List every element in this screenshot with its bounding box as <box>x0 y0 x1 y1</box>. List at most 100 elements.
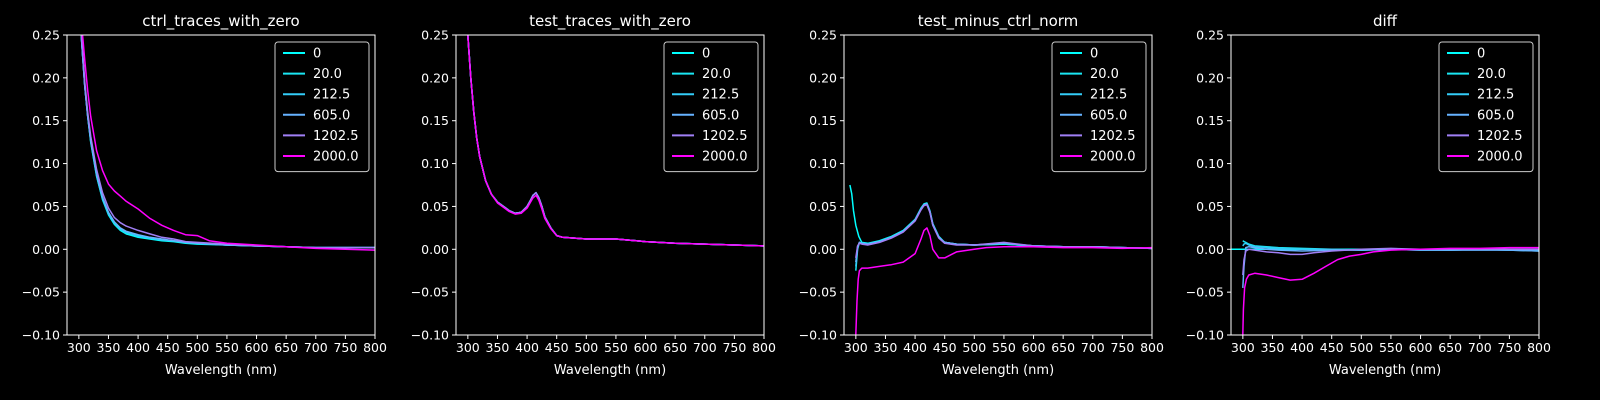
x-tick-label: 450 <box>156 340 180 355</box>
x-tick-label: 450 <box>1320 340 1344 355</box>
x-axis-label: Wavelength (nm) <box>554 363 666 378</box>
x-tick-label: 600 <box>245 340 269 355</box>
x-tick-label: 750 <box>722 340 746 355</box>
series-line-2000.0 <box>855 227 1152 335</box>
x-tick-label: 500 <box>962 340 986 355</box>
legend: 0 20.0 212.5 605.0 1202.5 2000.0 <box>1438 41 1534 173</box>
x-tick-label: 700 <box>304 340 328 355</box>
legend-label: 212.5 <box>313 88 350 103</box>
legend-label: 605.0 <box>1090 108 1127 123</box>
legend-label: 20.0 <box>1090 67 1119 82</box>
y-tick-label: 0.20 <box>809 70 837 85</box>
y-tick-label: 0.20 <box>421 70 449 85</box>
legend-label: 605.0 <box>1477 108 1514 123</box>
legend-label: 20.0 <box>1477 67 1506 82</box>
y-tick-label: 0.15 <box>32 113 60 128</box>
plot-frame <box>455 34 765 336</box>
y-tick-label: −0.05 <box>411 285 449 300</box>
chart-panel-2: test_minus_ctrl_norm 300 350 400 450 500 550 60… <box>799 12 1164 378</box>
y-tick-label: 0.00 <box>809 242 837 257</box>
legend: 0 20.0 212.5 605.0 1202.5 2000.0 <box>1051 41 1147 173</box>
legend-label: 605.0 <box>702 108 739 123</box>
x-tick-label: 800 <box>1140 340 1164 355</box>
legend-label: 0 <box>702 47 710 62</box>
legend-label: 1202.5 <box>1090 129 1136 144</box>
plot-frame <box>1230 34 1540 336</box>
x-tick-label: 450 <box>933 340 957 355</box>
y-tick-label: 0.10 <box>32 156 60 171</box>
y-tick-label: 0.15 <box>809 113 837 128</box>
y-tick-label: 0.10 <box>1196 156 1224 171</box>
x-tick-label: 300 <box>67 340 91 355</box>
x-tick-label: 500 <box>185 340 209 355</box>
y-tick-label: 0.25 <box>32 28 60 43</box>
y-tick-label: −0.10 <box>799 328 837 343</box>
legend: 0 20.0 212.5 605.0 1202.5 2000.0 <box>663 41 759 173</box>
x-tick-label: 600 <box>1409 340 1433 355</box>
legend-label: 212.5 <box>1090 88 1127 103</box>
x-tick-label: 600 <box>634 340 658 355</box>
y-tick-label: 0.20 <box>32 70 60 85</box>
x-tick-label: 750 <box>333 340 357 355</box>
chart-panel-0: ctrl_traces_with_zero 300 350 400 450 500 550 6… <box>22 12 387 378</box>
y-tick-label: 0.25 <box>1196 28 1224 43</box>
x-tick-label: 800 <box>1527 340 1551 355</box>
legend-label: 605.0 <box>313 108 350 123</box>
y-tick-label: −0.10 <box>1186 328 1224 343</box>
x-tick-label: 700 <box>1081 340 1105 355</box>
legend: 0 20.0 212.5 605.0 1202.5 2000.0 <box>274 41 370 173</box>
legend-label: 20.0 <box>313 67 342 82</box>
x-tick-label: 550 <box>1379 340 1403 355</box>
series-line-2000.0 <box>467 35 764 247</box>
series-group <box>1231 240 1539 335</box>
x-tick-label: 650 <box>1438 340 1462 355</box>
plot-frame <box>66 34 376 336</box>
x-axis-label: Wavelength (nm) <box>1329 363 1441 378</box>
x-tick-label: 650 <box>663 340 687 355</box>
y-tick-label: 0.00 <box>421 242 449 257</box>
legend-label: 1202.5 <box>1477 129 1523 144</box>
x-tick-label: 400 <box>1290 340 1314 355</box>
x-tick-label: 400 <box>515 340 539 355</box>
chart-panel-3: diff 300 350 400 450 500 550 600 650 700 750 800 −0.… <box>1186 12 1551 378</box>
x-axis-label: Wavelength (nm) <box>942 363 1054 378</box>
chart-title: ctrl_traces_with_zero <box>142 12 299 31</box>
y-tick-label: 0.05 <box>1196 199 1224 214</box>
legend-label: 0 <box>1090 47 1098 62</box>
x-tick-label: 650 <box>274 340 298 355</box>
x-tick-label: 700 <box>1468 340 1492 355</box>
x-tick-label: 550 <box>992 340 1016 355</box>
x-tick-label: 650 <box>1051 340 1075 355</box>
series-line-605.0 <box>1242 245 1539 288</box>
x-tick-label: 800 <box>363 340 387 355</box>
x-tick-label: 700 <box>693 340 717 355</box>
legend-label: 1202.5 <box>702 129 748 144</box>
x-tick-label: 550 <box>215 340 239 355</box>
y-tick-label: 0.10 <box>809 156 837 171</box>
legend-label: 2000.0 <box>313 150 359 165</box>
x-tick-label: 400 <box>126 340 150 355</box>
y-tick-label: 0.20 <box>1196 70 1224 85</box>
x-tick-label: 600 <box>1022 340 1046 355</box>
x-tick-label: 300 <box>844 340 868 355</box>
y-tick-label: 0.15 <box>1196 113 1224 128</box>
series-line-1202.5 <box>855 203 1152 259</box>
legend-label: 2000.0 <box>702 150 748 165</box>
x-tick-label: 450 <box>545 340 569 355</box>
series-line-2000.0 <box>81 35 375 251</box>
chart-title: test_traces_with_zero <box>529 12 691 31</box>
x-tick-label: 550 <box>604 340 628 355</box>
y-tick-label: −0.10 <box>22 328 60 343</box>
y-tick-label: 0.10 <box>421 156 449 171</box>
y-tick-label: −0.10 <box>411 328 449 343</box>
x-tick-label: 350 <box>874 340 898 355</box>
legend-label: 0 <box>1477 47 1485 62</box>
y-tick-label: 0.25 <box>421 28 449 43</box>
y-tick-label: −0.05 <box>1186 285 1224 300</box>
series-group <box>467 35 764 247</box>
y-tick-label: 0.05 <box>809 199 837 214</box>
legend-label: 2000.0 <box>1090 150 1136 165</box>
x-tick-label: 750 <box>1110 340 1134 355</box>
